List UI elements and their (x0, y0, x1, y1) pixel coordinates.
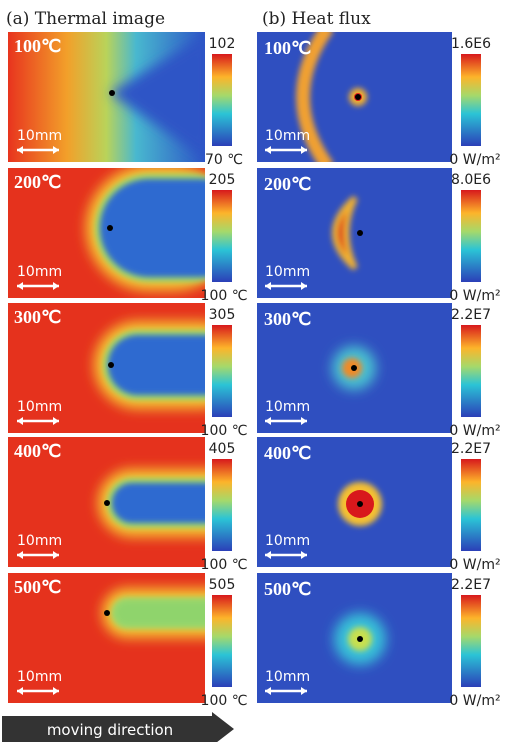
flux-field (257, 168, 452, 298)
colorbar-min: 100 ℃ (201, 288, 248, 304)
flux-image (257, 32, 452, 162)
probe-dot (355, 94, 361, 100)
colorbar-max: 205 (209, 172, 236, 188)
probe-dot (357, 636, 363, 642)
cool-core (116, 602, 205, 624)
scale-label: 10mm (17, 669, 62, 685)
colorbar-max: 2.2E7 (451, 307, 491, 323)
colorbar (461, 54, 481, 146)
temperature-label: 300℃ (264, 309, 311, 329)
thermal-image (8, 32, 205, 162)
colorbar-max: 305 (209, 307, 236, 323)
temperature-label: 300℃ (14, 307, 61, 327)
probe-dot (104, 500, 110, 506)
scale-label: 10mm (17, 128, 62, 144)
flux-image (257, 168, 452, 298)
temperature-label: 100℃ (264, 38, 311, 58)
colorbar-max: 8.0E6 (451, 172, 491, 188)
colorbar-min: 0 W/m² (449, 423, 500, 439)
direction-arrow (2, 712, 234, 742)
flux-image (257, 437, 452, 567)
cool-core (112, 483, 205, 523)
scale-label: 10mm (265, 399, 310, 415)
colorbar-max: 102 (209, 36, 236, 52)
temperature-label: 400℃ (14, 441, 61, 461)
probe-dot (357, 501, 363, 507)
colorbar (212, 190, 232, 282)
thermal-image (8, 573, 205, 703)
colorbar (461, 459, 481, 551)
temperature-label: 500℃ (264, 579, 311, 599)
colorbar (461, 595, 481, 687)
colorbar (461, 325, 481, 417)
temperature-label: 100℃ (14, 36, 61, 56)
probe-dot (107, 225, 113, 231)
colorbar-max: 2.2E7 (451, 441, 491, 457)
temperature-label: 200℃ (264, 174, 311, 194)
colorbar-min: 0 W/m² (449, 288, 500, 304)
colorbar (212, 325, 232, 417)
probe-dot (351, 365, 357, 371)
colorbar (212, 54, 232, 146)
scale-label: 10mm (265, 669, 310, 685)
colorbar-min: 70 ℃ (205, 152, 243, 168)
thermal-image (8, 168, 205, 298)
colorbar-min: 0 W/m² (449, 152, 500, 168)
probe-dot (357, 230, 363, 236)
scale-label: 10mm (265, 128, 310, 144)
probe-dot (108, 362, 114, 368)
colorbar-min: 100 ℃ (201, 693, 248, 709)
colorbar-max: 2.2E7 (451, 577, 491, 593)
flux-image (257, 573, 452, 703)
scale-label: 10mm (17, 399, 62, 415)
direction-label: moving direction (47, 721, 173, 739)
temperature-label: 400℃ (264, 443, 311, 463)
colorbar-min: 0 W/m² (449, 693, 500, 709)
colorbar-min: 100 ℃ (201, 557, 248, 573)
cool-wedge (110, 35, 205, 159)
scale-label: 10mm (17, 533, 62, 549)
probe-dot (109, 90, 115, 96)
flux-arc (296, 32, 334, 162)
temperature-label: 500℃ (14, 577, 61, 597)
cool-core (100, 179, 205, 277)
cool-core (108, 335, 205, 395)
colorbar-min: 100 ℃ (201, 423, 248, 439)
colorbar-min: 0 W/m² (449, 557, 500, 573)
scale-label: 10mm (265, 533, 310, 549)
colorbar (212, 459, 232, 551)
colorbar (461, 190, 481, 282)
probe-dot (104, 610, 110, 616)
scale-label: 10mm (17, 264, 62, 280)
panel-title: (a) Thermal image (6, 9, 165, 29)
colorbar (212, 595, 232, 687)
flux-crescent (332, 195, 358, 271)
scale-label: 10mm (265, 264, 310, 280)
temperature-label: 200℃ (14, 172, 61, 192)
colorbar-max: 405 (209, 441, 236, 457)
thermal-image (8, 437, 205, 567)
thermal-image (8, 303, 205, 433)
panel-title: (b) Heat flux (262, 9, 371, 29)
colorbar-max: 505 (209, 577, 236, 593)
colorbar-max: 1.6E6 (451, 36, 491, 52)
